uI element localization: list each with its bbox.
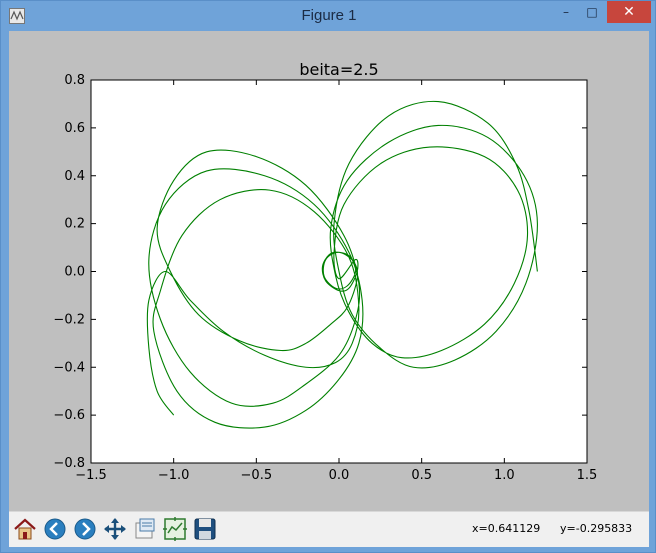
chart-svg[interactable]: beita=2.5 −1.5 −1.0 −0.5 0.0 0.5 1.0 1.5 −0.8 −0…: [9, 31, 649, 511]
y-tick-label: 0.4: [64, 169, 85, 184]
back-button[interactable]: [42, 516, 68, 542]
maximize-button[interactable]: □: [586, 5, 598, 19]
subplots-button[interactable]: [162, 516, 188, 542]
y-tick-label: 0.6: [64, 121, 85, 136]
window-title: Figure 1: [301, 7, 357, 24]
save-icon: [194, 518, 216, 540]
arrow-right-icon: [74, 518, 96, 540]
series-line: [146, 100, 538, 429]
x-tick-label: 0.0: [329, 468, 350, 483]
zoom-button[interactable]: [132, 516, 158, 542]
subplots-icon: [163, 517, 187, 541]
y-tick-label: −0.8: [53, 456, 85, 471]
pan-button[interactable]: [102, 516, 128, 542]
x-tick-label: 0.5: [411, 468, 432, 483]
forward-button[interactable]: [72, 516, 98, 542]
y-tick-label: −0.6: [53, 408, 85, 423]
save-button[interactable]: [192, 516, 218, 542]
x-tick-label: −0.5: [241, 468, 273, 483]
close-button[interactable]: ✕: [607, 1, 651, 23]
title-bar[interactable]: Figure 1 – □ ✕: [1, 1, 656, 31]
chart-title: beita=2.5: [299, 60, 378, 79]
figure-app-icon: [9, 8, 25, 24]
navigation-toolbar: x=0.641129 y=-0.295833: [9, 511, 649, 547]
zoom-rect-icon: [135, 518, 155, 539]
x-tick-label: 1.0: [494, 468, 515, 483]
move-icon: [104, 518, 126, 540]
x-tick-label: −1.5: [75, 468, 107, 483]
home-button[interactable]: [12, 516, 38, 542]
minimize-button[interactable]: –: [563, 5, 569, 19]
y-tick-label: 0.0: [64, 265, 85, 280]
figure-canvas-area: beita=2.5 −1.5 −1.0 −0.5 0.0 0.5 1.0 1.5 −0.8 −0…: [9, 31, 649, 547]
y-tick-label: 0.2: [64, 217, 85, 232]
y-tick-label: 0.8: [64, 73, 85, 88]
y-coordinate-readout: y=-0.295833: [560, 522, 633, 535]
x-coordinate-readout: x=0.641129: [472, 522, 541, 535]
x-tick-label: −1.0: [158, 468, 190, 483]
y-tick-label: −0.2: [53, 312, 85, 327]
arrow-left-icon: [44, 518, 66, 540]
home-icon: [14, 518, 36, 540]
x-tick-label: 1.5: [577, 468, 598, 483]
y-tick-label: −0.4: [53, 360, 85, 375]
